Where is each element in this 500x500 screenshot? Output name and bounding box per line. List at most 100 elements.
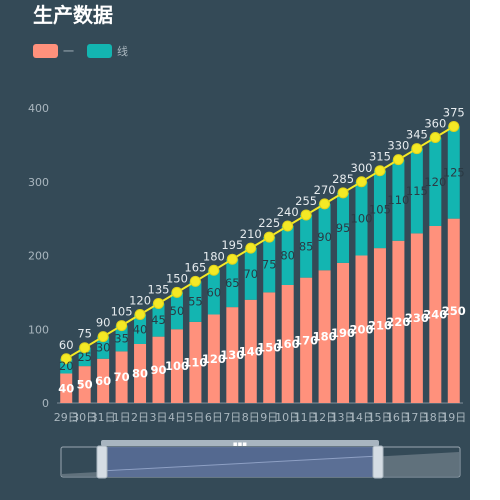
bar-series-1[interactable] bbox=[318, 270, 331, 403]
line-point[interactable] bbox=[116, 320, 128, 332]
y-tick-label: 400 bbox=[28, 102, 49, 115]
data-label-series-2: 60 bbox=[207, 285, 222, 299]
legend-item-series-1[interactable]: 一 bbox=[33, 44, 74, 58]
bar-series-1[interactable] bbox=[281, 285, 294, 403]
legend[interactable]: 一 线 bbox=[33, 44, 128, 58]
data-label-series-2: 125 bbox=[443, 166, 465, 180]
bar-series-2[interactable] bbox=[337, 192, 350, 263]
bar-series-1[interactable] bbox=[170, 329, 183, 403]
line-point[interactable] bbox=[300, 209, 312, 221]
data-zoom-slider[interactable]: ▪▪▪ bbox=[60, 440, 461, 479]
line-point[interactable] bbox=[153, 297, 164, 309]
bar-series-1[interactable] bbox=[115, 351, 128, 403]
bar-series-1[interactable] bbox=[373, 248, 386, 403]
bar-series-2[interactable] bbox=[392, 159, 405, 241]
bar-series-2[interactable] bbox=[134, 314, 147, 345]
line-point[interactable] bbox=[189, 275, 201, 287]
bar-series-1[interactable] bbox=[78, 366, 91, 403]
bar-series-2[interactable] bbox=[429, 137, 442, 227]
zoom-selected-range[interactable] bbox=[101, 447, 379, 477]
legend-label[interactable]: 一 bbox=[63, 45, 74, 58]
bar-series-1[interactable] bbox=[263, 292, 276, 403]
bar-series-1[interactable] bbox=[429, 226, 442, 403]
data-label-series-1: 110 bbox=[183, 355, 207, 369]
bar-series-1[interactable] bbox=[447, 218, 460, 403]
bar-series-2[interactable] bbox=[300, 214, 313, 278]
line-point[interactable] bbox=[226, 253, 238, 265]
legend-swatch[interactable] bbox=[87, 44, 112, 58]
bar-series-2[interactable] bbox=[97, 336, 110, 359]
data-label-series-2: 30 bbox=[96, 341, 111, 355]
bar-series-2[interactable] bbox=[318, 203, 331, 271]
data-label-series-2: 55 bbox=[188, 295, 203, 309]
bar-series-1[interactable] bbox=[355, 255, 368, 404]
bar-series-1[interactable] bbox=[410, 233, 423, 403]
bar-series-2[interactable] bbox=[281, 226, 294, 285]
bar-series-2[interactable] bbox=[152, 303, 165, 337]
bar-series-1[interactable] bbox=[207, 314, 220, 404]
line-point[interactable] bbox=[60, 353, 72, 365]
legend-item-series-2[interactable]: 线 bbox=[87, 44, 128, 58]
data-label-series-2: 45 bbox=[151, 313, 166, 327]
line-point[interactable] bbox=[448, 120, 460, 132]
bar-series-2[interactable] bbox=[226, 259, 239, 308]
bar-series-1[interactable] bbox=[337, 262, 350, 403]
data-label-line: 180 bbox=[203, 249, 225, 263]
line-point[interactable] bbox=[245, 242, 257, 254]
bar-series-2[interactable] bbox=[115, 325, 128, 352]
x-tick-label: 5日 bbox=[186, 411, 204, 424]
legend-label[interactable]: 线 bbox=[117, 44, 128, 58]
y-tick-label: 300 bbox=[28, 176, 49, 189]
line-point[interactable] bbox=[411, 143, 423, 155]
bar-series-2[interactable] bbox=[373, 170, 386, 249]
bar-series-2[interactable] bbox=[263, 237, 276, 293]
bar-series-1[interactable] bbox=[226, 307, 239, 403]
bar-series-2[interactable] bbox=[410, 148, 423, 234]
bar-series-2[interactable] bbox=[244, 248, 257, 300]
x-tick-label: 6日 bbox=[205, 411, 223, 424]
line-point[interactable] bbox=[171, 286, 183, 298]
bar-series-2[interactable] bbox=[170, 292, 183, 330]
data-label-series-2: 75 bbox=[262, 258, 277, 272]
zoom-right-handle[interactable] bbox=[372, 445, 384, 479]
data-label-line: 120 bbox=[129, 294, 151, 308]
bar-series-1[interactable] bbox=[392, 240, 405, 403]
bar-series-1[interactable] bbox=[244, 299, 257, 403]
line-point[interactable] bbox=[319, 198, 331, 210]
data-label-series-2: 110 bbox=[387, 193, 409, 207]
line-point[interactable] bbox=[429, 132, 441, 143]
line-point[interactable] bbox=[392, 154, 404, 166]
legend-swatch[interactable] bbox=[33, 44, 58, 58]
bar-series-1[interactable] bbox=[97, 358, 110, 403]
data-label-line: 75 bbox=[77, 327, 92, 341]
line-point[interactable] bbox=[208, 264, 220, 276]
x-tick-label: 9日 bbox=[260, 411, 278, 424]
bar-series-1[interactable] bbox=[152, 336, 165, 403]
bar-series-2[interactable] bbox=[207, 270, 220, 315]
line-point[interactable] bbox=[356, 176, 367, 188]
data-label-line: 285 bbox=[332, 172, 354, 186]
data-label-series-2: 70 bbox=[243, 267, 258, 281]
bar-series-1[interactable] bbox=[60, 373, 73, 404]
line-point[interactable] bbox=[282, 220, 294, 232]
data-label-series-1: 130 bbox=[220, 348, 244, 362]
zoom-move-grip-icon[interactable]: ▪▪▪ bbox=[233, 440, 247, 448]
line-point[interactable] bbox=[374, 165, 386, 177]
bar-series-2[interactable] bbox=[447, 126, 460, 219]
line-point[interactable] bbox=[337, 187, 349, 199]
line-point[interactable] bbox=[97, 331, 109, 343]
bar-series-1[interactable] bbox=[134, 344, 147, 403]
zoom-left-handle[interactable] bbox=[96, 445, 108, 479]
bar-series-2[interactable] bbox=[189, 281, 202, 322]
x-tick-label: 4日 bbox=[168, 411, 186, 424]
zoom-move-handle[interactable] bbox=[101, 440, 379, 446]
x-tick-label: 17日 bbox=[404, 411, 429, 424]
line-point[interactable] bbox=[263, 231, 275, 243]
line-point[interactable] bbox=[134, 309, 146, 320]
line-point[interactable] bbox=[79, 342, 91, 354]
bar-series-1[interactable] bbox=[189, 321, 202, 403]
x-tick-label: 31日 bbox=[91, 411, 116, 424]
bar-series-2[interactable] bbox=[355, 181, 368, 256]
bar-series-1[interactable] bbox=[300, 277, 313, 403]
